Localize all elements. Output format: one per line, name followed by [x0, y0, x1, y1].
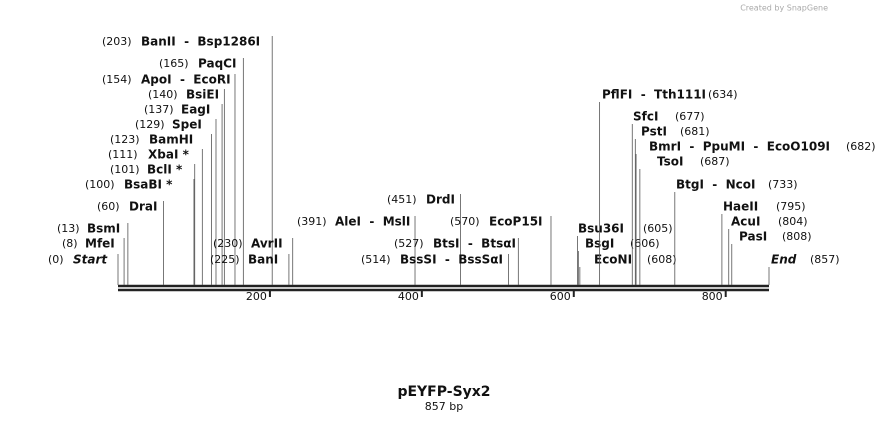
site-name: TsoI [657, 155, 683, 169]
site-name: SfcI [633, 110, 658, 124]
site-position: (203) [102, 35, 132, 48]
credit: Created by SnapGene [740, 4, 828, 13]
site-position: (8) [62, 237, 78, 250]
site-name: DraI [129, 200, 157, 214]
site-position: (677) [675, 110, 705, 123]
site-name: EcoP15I [489, 215, 543, 229]
scale-label: 200 [246, 290, 267, 303]
site-position: (733) [768, 178, 798, 191]
site-name: EagI [181, 103, 210, 117]
site-name: BsmI [87, 222, 120, 236]
site-name: DrdI [426, 193, 455, 207]
site-name: PflFI - Tth111I [602, 88, 706, 102]
site-name: ApoI - EcoRI [141, 73, 231, 87]
scale-label: 600 [550, 290, 571, 303]
subtitle: 857 bp [425, 400, 463, 413]
site-name: BmrI - PpuMI - EcoO109I [649, 140, 830, 154]
site-position: (608) [647, 253, 677, 266]
site-name: BsaBI * [124, 178, 173, 192]
site-position: (682) [846, 140, 876, 153]
scale-label: 400 [398, 290, 419, 303]
site-name: XbaI * [148, 148, 190, 162]
site-position: (795) [776, 200, 806, 213]
site-position: (451) [387, 193, 417, 206]
site-position: (681) [680, 125, 710, 138]
scale-label: 800 [702, 290, 723, 303]
site-position: (165) [159, 57, 189, 70]
site-position: (60) [97, 200, 120, 213]
site-position: (606) [630, 237, 660, 250]
site-position: (634) [708, 88, 738, 101]
site-name: Bsu36I [578, 222, 624, 236]
site-position: (129) [135, 118, 165, 131]
site-name: BtsI - BtsαI [433, 237, 516, 251]
site-position: (123) [110, 133, 140, 146]
site-name: BclI * [147, 163, 183, 177]
site-position: (391) [297, 215, 327, 228]
site-position: (225) [210, 253, 240, 266]
site-position: (13) [57, 222, 80, 235]
site-name: PasI [739, 230, 767, 244]
site-position: (0) [48, 253, 64, 266]
site-position: (527) [394, 237, 424, 250]
site-name: BtgI - NcoI [676, 178, 756, 192]
site-position: (808) [782, 230, 812, 243]
site-position: (101) [110, 163, 140, 176]
site-position: (140) [148, 88, 178, 101]
site-name: AcuI [731, 215, 760, 229]
site-name: AleI - MslI [335, 215, 410, 229]
site-name: BanII - Bsp1286I [141, 35, 260, 49]
site-position: (605) [643, 222, 673, 235]
site-position: (154) [102, 73, 132, 86]
site-name: AvrII [251, 237, 283, 251]
site-name: BanI [248, 253, 278, 267]
site-position: (514) [361, 253, 391, 266]
site-name: Start [73, 253, 108, 267]
site-position: (137) [144, 103, 174, 116]
site-position: (857) [810, 253, 840, 266]
site-name: End [771, 253, 797, 267]
site-position: (570) [450, 215, 480, 228]
site-name: PaqCI [198, 57, 236, 71]
site-name: PstI [641, 125, 667, 139]
site-name: MfeI [85, 237, 115, 251]
site-position: (804) [778, 215, 808, 228]
site-position: (100) [85, 178, 115, 191]
site-name: SpeI [172, 118, 202, 132]
site-name: BssSI - BssSαI [400, 253, 503, 267]
site-position: (687) [700, 155, 730, 168]
site-position: (230) [213, 237, 243, 250]
site-name: HaeII [723, 200, 758, 214]
title: pEYFP-Syx2 [397, 384, 490, 400]
site-name: BsiEI [186, 88, 219, 102]
site-position: (111) [108, 148, 138, 161]
site-name: EcoNI [594, 253, 632, 267]
site-name: BamHI [149, 133, 193, 147]
